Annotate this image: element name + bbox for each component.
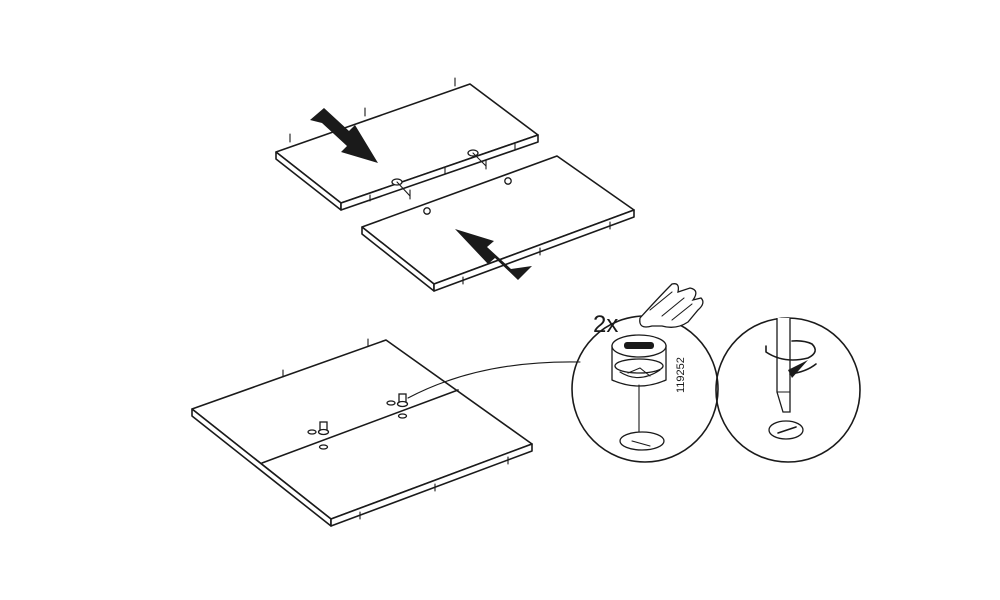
part-number: 119252 [675,357,687,393]
arrow-push-left-icon [455,229,532,280]
panel-lower-right [361,155,635,292]
arrow-push-right-icon [310,108,378,163]
hand-press-icon [639,283,704,328]
cam-hole-icon [467,149,487,170]
panel-upper-left [275,77,539,211]
cam-lock-icon [307,421,330,450]
detail-circle-cam-lock: 119252 [571,315,719,463]
rotate-arrow-icon [789,363,817,375]
cam-lock-icon [386,393,409,419]
callout-connector [407,361,581,399]
quantity-label: 2x [593,311,618,338]
cam-hole-icon [391,178,411,200]
detail-circle-screwdriver [715,317,861,463]
joined-panels [191,338,533,527]
